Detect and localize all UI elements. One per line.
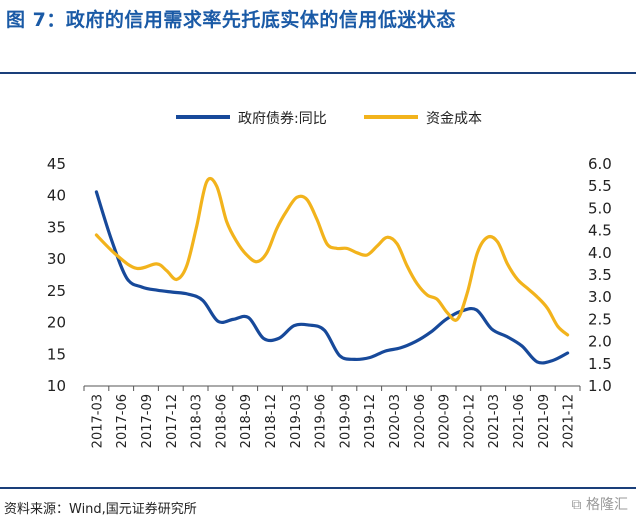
y-right-tick-label: 1.0 [588, 377, 612, 395]
line-chart: 政府债券:同比 资金成本 2017-03 2017-06 2017-09 2017-1… [47, 111, 612, 448]
x-tick-label: 2017-09 [140, 394, 155, 448]
x-tick-label: 2020-12 [462, 394, 477, 448]
y-right-tick-label: 4.0 [588, 244, 612, 262]
y-left-tick-label: 35 [47, 218, 66, 236]
x-tick-label: 2021-06 [512, 394, 527, 448]
y-left-tick-label: 25 [47, 282, 66, 300]
footer-divider [0, 487, 636, 489]
x-tick-label: 2021-03 [487, 394, 502, 448]
y-right-tick-label: 1.5 [588, 355, 612, 373]
x-tick-label: 2018-12 [264, 394, 279, 448]
x-tick-label: 2021-09 [537, 394, 552, 448]
x-tick-label: 2021-12 [562, 394, 577, 448]
watermark-logo: ⧉ 格隆汇 [571, 497, 628, 513]
series-line-funding-cost [94, 176, 570, 337]
watermark-text: 格隆汇 [586, 497, 628, 513]
y-left-tick-label: 10 [47, 377, 66, 395]
y-right-tick-label: 5.5 [588, 177, 612, 195]
legend: 政府债券:同比 资金成本 [176, 111, 482, 127]
y-right-tick-label: 3.5 [588, 266, 612, 284]
x-tick-label: 2017-03 [90, 394, 105, 448]
x-tick-label: 2020-09 [438, 394, 453, 448]
source-note: 资料来源：Wind,国元证券研究所 [4, 502, 197, 517]
y-left-tick-label: 20 [47, 314, 66, 332]
x-tick-label: 2018-03 [190, 394, 205, 448]
chart-title: 图 7：政府的信用需求率先托底实体的信用低迷状态 [6, 9, 456, 31]
y-left-tick-label: 15 [47, 345, 66, 363]
x-tick-label: 2019-06 [314, 394, 329, 448]
axes: 2017-03 2017-06 2017-09 2017-12 2018-03 2018-… [47, 155, 612, 448]
series-lines [94, 176, 570, 365]
y-right-tick-label: 6.0 [588, 155, 612, 173]
x-tick-label: 2018-06 [214, 394, 229, 448]
series-line-gov-bond [94, 190, 570, 365]
y-right-tick-label: 5.0 [588, 199, 612, 217]
y-left-tick-label: 45 [47, 155, 66, 173]
x-tick-label: 2019-09 [338, 394, 353, 448]
y-right-tick-label: 2.5 [588, 310, 612, 328]
y-left-tick-label: 30 [47, 250, 66, 268]
x-tick-label: 2017-06 [115, 394, 130, 448]
x-tick-label: 2017-12 [165, 394, 180, 448]
x-tick-label: 2020-03 [388, 394, 403, 448]
y-right-tick-label: 4.5 [588, 222, 612, 240]
legend-label-gov-bond: 政府债券:同比 [238, 111, 327, 127]
legend-label-funding-cost: 资金成本 [426, 111, 482, 127]
x-tick-label: 2018-09 [239, 394, 254, 448]
x-tick-label: 2020-06 [413, 394, 428, 448]
y-right-tick-label: 2.0 [588, 333, 612, 351]
y-right-tick-label: 3.0 [588, 288, 612, 306]
title-divider [0, 72, 636, 74]
x-tick-label: 2019-12 [363, 394, 378, 448]
x-tick-label: 2019-03 [289, 394, 304, 448]
y-left-tick-label: 40 [47, 187, 66, 205]
